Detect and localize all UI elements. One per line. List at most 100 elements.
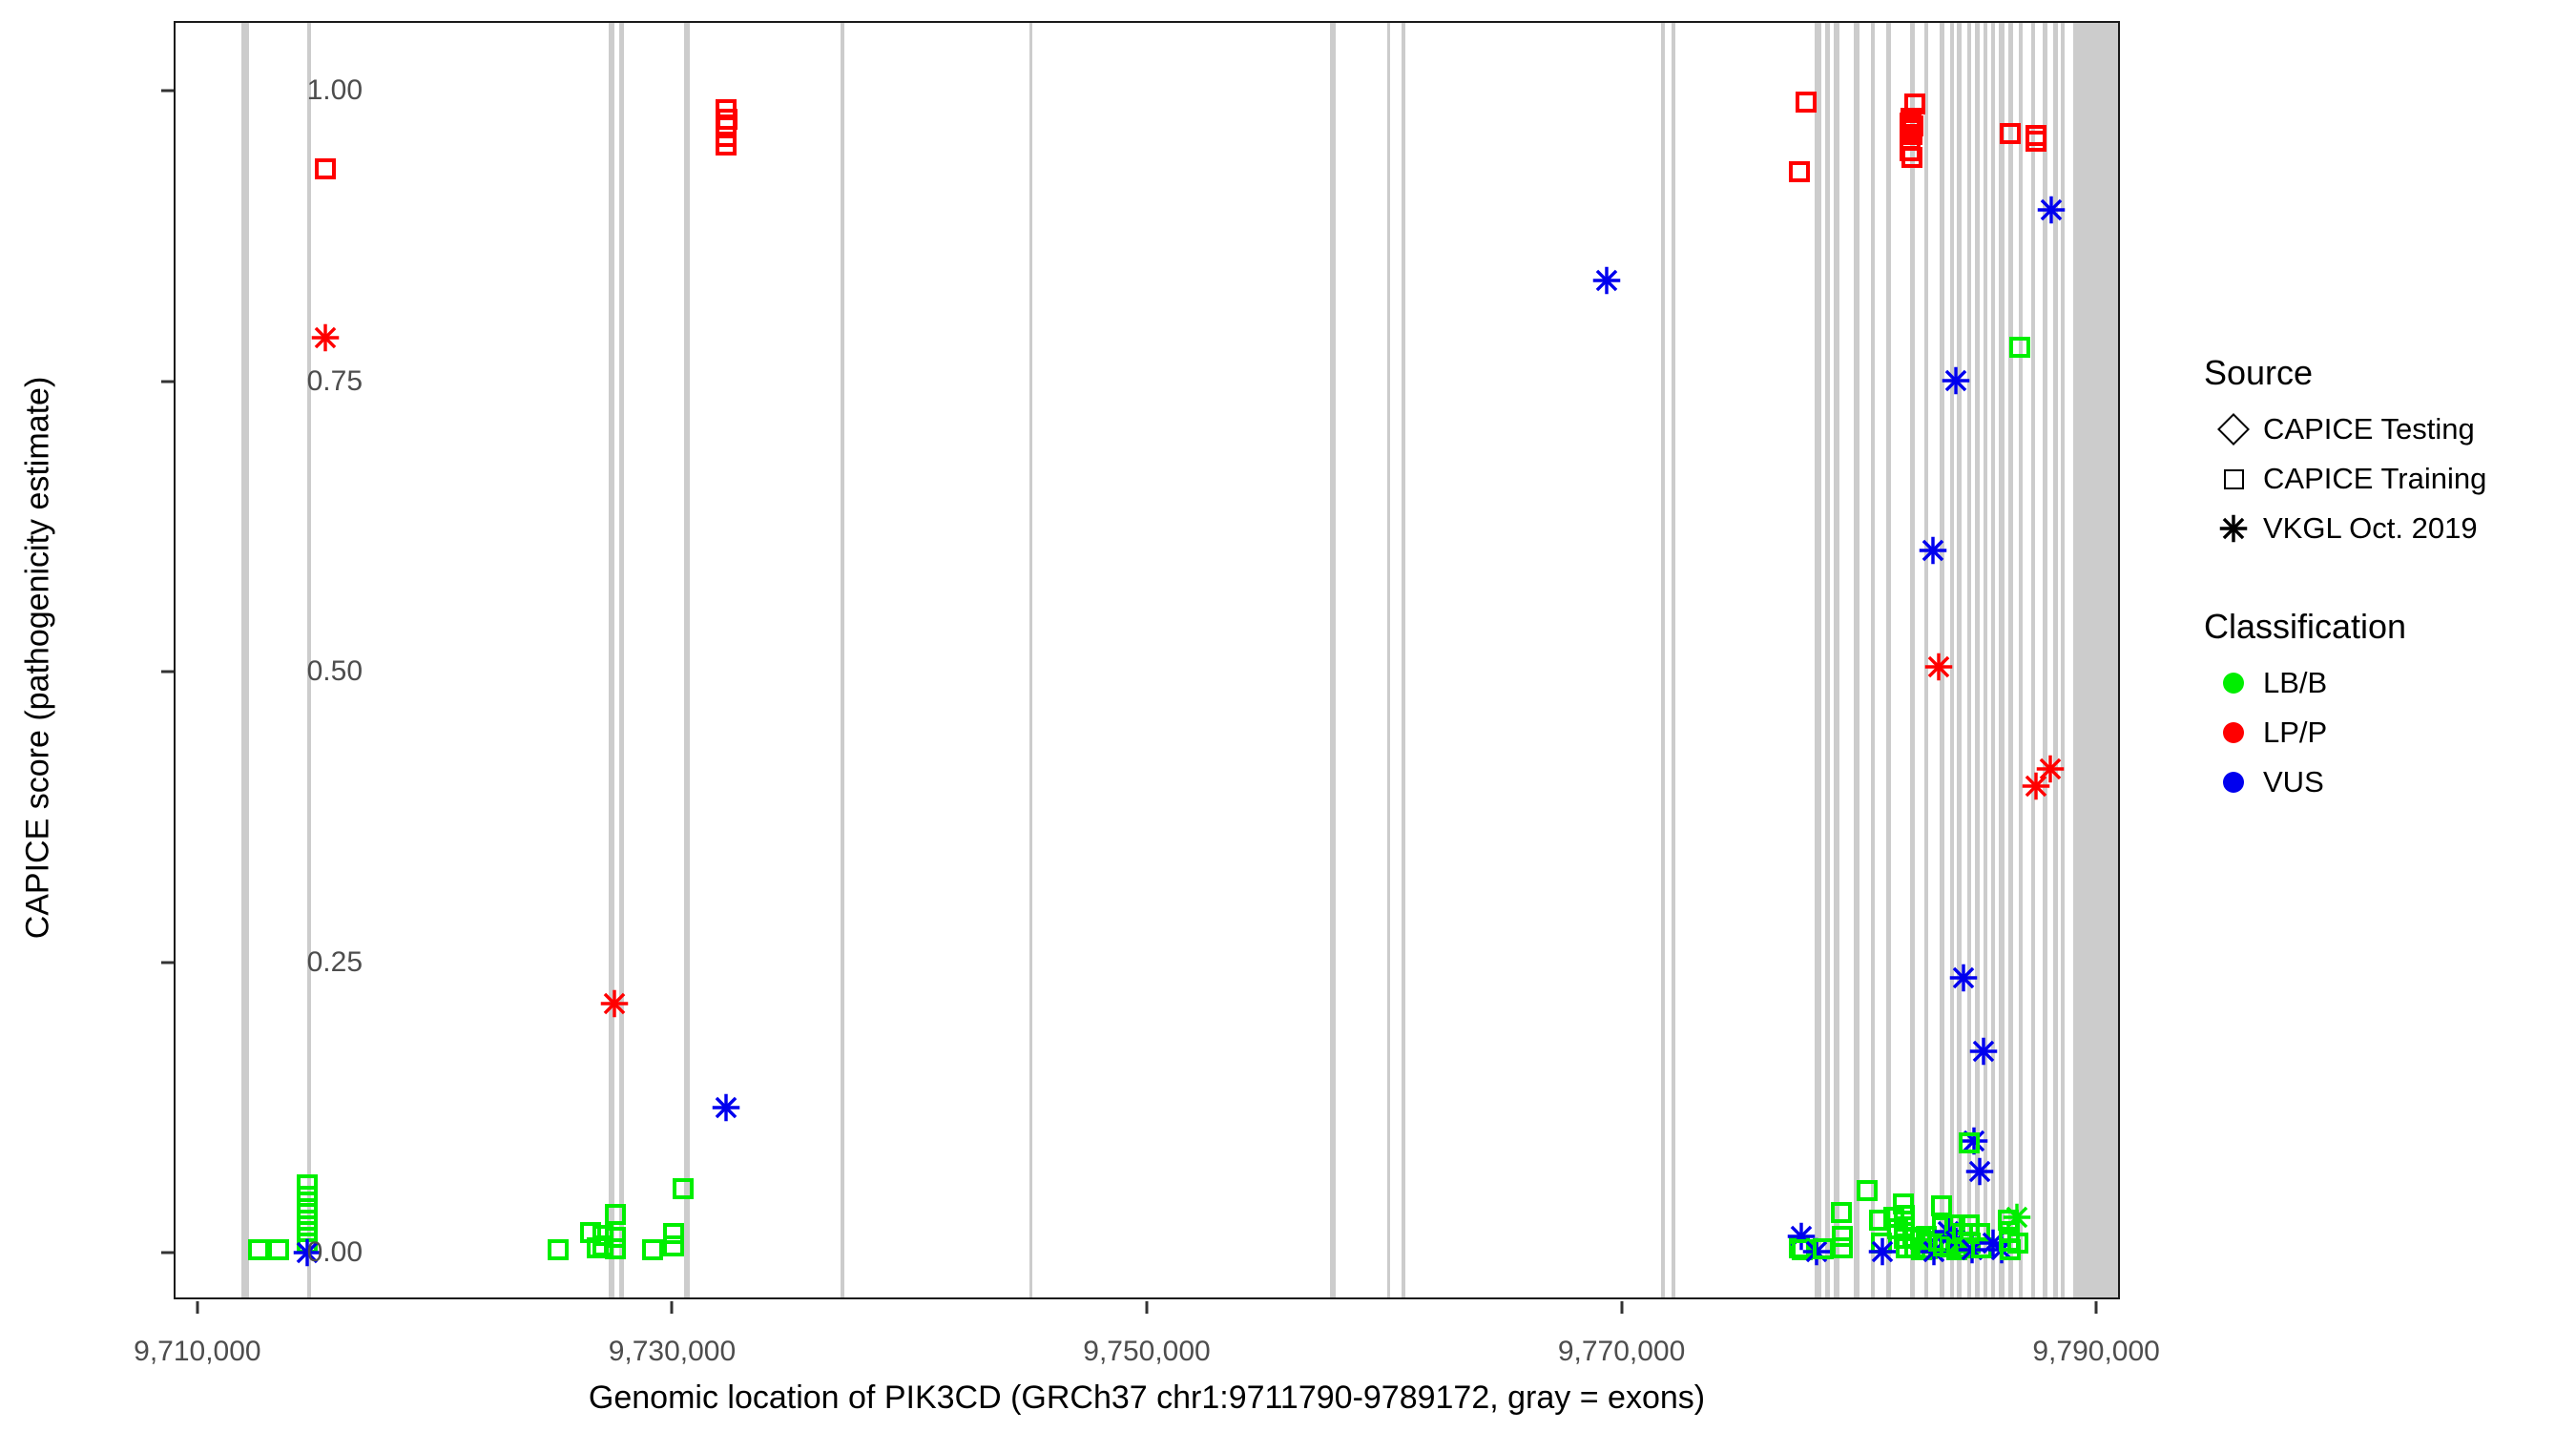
data-point-asterisk — [2003, 1203, 2031, 1232]
data-point-square — [642, 1239, 664, 1261]
exon-band — [1990, 23, 1995, 1297]
data-point-square — [716, 126, 737, 148]
exon-band — [1671, 23, 1676, 1297]
legend-item-lp-p[interactable]: LP/P — [2204, 708, 2566, 757]
data-point-asterisk — [1592, 266, 1621, 295]
exon-band — [1401, 23, 1406, 1297]
exon-band — [2019, 23, 2024, 1297]
exon-band — [1661, 23, 1666, 1297]
exon-band — [1999, 23, 2005, 1297]
exon-band — [1833, 23, 1840, 1297]
exon-band — [1814, 23, 1822, 1297]
exon-band — [241, 23, 249, 1297]
data-point-square — [716, 114, 737, 136]
exon-band — [2053, 23, 2058, 1297]
data-point-square — [586, 1236, 608, 1258]
exon-band — [1028, 23, 1033, 1297]
dot-icon — [2223, 673, 2244, 694]
x-tick-mark — [1145, 1301, 1149, 1314]
data-point-square — [716, 99, 737, 121]
data-point-square — [663, 1234, 685, 1256]
y-axis-label: CAPICE score (pathogenicity estimate) — [19, 376, 56, 940]
x-tick-label: 9,750,000 — [1083, 1336, 1211, 1367]
data-point-square — [1791, 1239, 1813, 1261]
exon-band — [1885, 23, 1892, 1297]
plot-panel — [174, 21, 2120, 1299]
legend-item-vkgl-oct-2019[interactable]: VKGL Oct. 2019 — [2204, 504, 2566, 553]
data-point-asterisk — [311, 323, 340, 352]
legend-item-label: VUS — [2263, 765, 2324, 798]
exon-band — [609, 23, 615, 1297]
legend-item-capice-testing[interactable]: CAPICE Testing — [2204, 404, 2566, 454]
data-point-asterisk — [1942, 1227, 1970, 1255]
data-point-square — [268, 1239, 290, 1261]
y-tick-mark — [161, 670, 174, 674]
exon-band — [1329, 23, 1336, 1297]
exon-band — [1909, 23, 1915, 1297]
exon-band — [1870, 23, 1875, 1297]
data-point-square — [580, 1222, 602, 1244]
data-point-square — [1943, 1213, 1965, 1235]
data-point-asterisk — [600, 989, 629, 1018]
legend-item-capice-training[interactable]: CAPICE Training — [2204, 454, 2566, 504]
data-point-asterisk — [1787, 1222, 1816, 1251]
y-tick-mark — [161, 1251, 174, 1255]
dot-icon — [2223, 722, 2244, 743]
exon-band — [619, 23, 625, 1297]
legend: Source CAPICE Testing CAPICE Training VKGL … — [2204, 353, 2566, 807]
x-tick-label: 9,790,000 — [2032, 1336, 2160, 1367]
exon-band — [1966, 23, 1972, 1297]
y-tick-label: 1.00 — [306, 74, 363, 107]
exon-band — [1949, 23, 1955, 1297]
exon-band — [1386, 23, 1391, 1297]
y-tick-label: 0.25 — [306, 945, 363, 978]
y-tick-mark — [161, 380, 174, 384]
exon-band — [2061, 23, 2066, 1297]
legend-item-vus[interactable]: VUS — [2204, 757, 2566, 807]
diamond-icon — [2217, 413, 2250, 446]
exon-band — [1853, 23, 1860, 1297]
data-point-asterisk — [1942, 366, 1970, 395]
exon-band — [683, 23, 690, 1297]
x-tick-mark — [196, 1301, 199, 1314]
x-axis-label: Genomic location of PIK3CD (GRCh37 chr1:… — [588, 1379, 1706, 1416]
exon-band — [1824, 23, 1830, 1297]
y-tick-label: 0.00 — [306, 1236, 363, 1269]
legend-spacer — [2204, 553, 2566, 607]
y-tick-label: 0.50 — [306, 655, 363, 688]
data-point-square — [717, 109, 738, 131]
data-point-asterisk — [712, 1093, 740, 1122]
x-tick-mark — [2094, 1301, 2098, 1314]
legend-item-lb-b[interactable]: LB/B — [2204, 658, 2566, 708]
x-tick-label: 9,730,000 — [608, 1336, 737, 1367]
exon-band — [1957, 23, 1963, 1297]
square-icon — [2223, 468, 2244, 489]
legend-item-label: VKGL Oct. 2019 — [2263, 511, 2478, 545]
exon-band — [2043, 23, 2047, 1297]
exon-band — [1940, 23, 1944, 1297]
legend-item-label: LB/B — [2263, 666, 2328, 699]
exon-band — [2072, 23, 2118, 1297]
exon-band — [1974, 23, 1980, 1297]
y-tick-mark — [161, 89, 174, 93]
exon-band — [1983, 23, 1987, 1297]
legend-item-label: CAPICE Training — [2263, 462, 2487, 495]
legend-title-classification: Classification — [2204, 607, 2407, 646]
y-tick-mark — [161, 961, 174, 964]
exon-band — [2008, 23, 2014, 1297]
data-point-square — [1857, 1180, 1879, 1202]
exon-band — [840, 23, 844, 1297]
x-tick-mark — [1620, 1301, 1624, 1314]
exon-band — [306, 23, 311, 1297]
y-tick-label: 0.75 — [306, 364, 363, 397]
exon-band — [1924, 23, 1929, 1297]
data-point-square — [314, 158, 336, 180]
data-point-square — [247, 1239, 269, 1261]
dot-icon — [2223, 772, 2244, 793]
data-point-square — [1788, 160, 1810, 182]
data-point-square — [1904, 93, 1926, 115]
data-point-square — [663, 1223, 685, 1245]
asterisk-icon — [2219, 514, 2248, 543]
legend-item-label: CAPICE Testing — [2263, 412, 2475, 446]
